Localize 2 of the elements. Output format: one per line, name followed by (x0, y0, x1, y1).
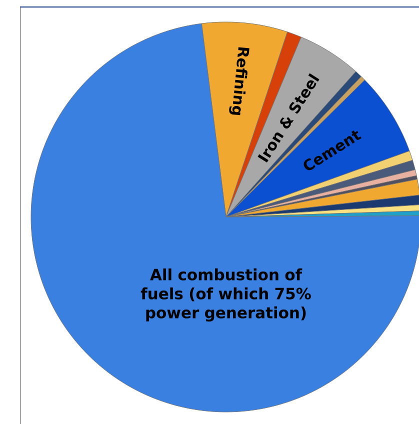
slice-label: All combustion of fuels (of which 75% power generation) (140, 268, 311, 322)
slice-label: Refining (229, 47, 250, 116)
